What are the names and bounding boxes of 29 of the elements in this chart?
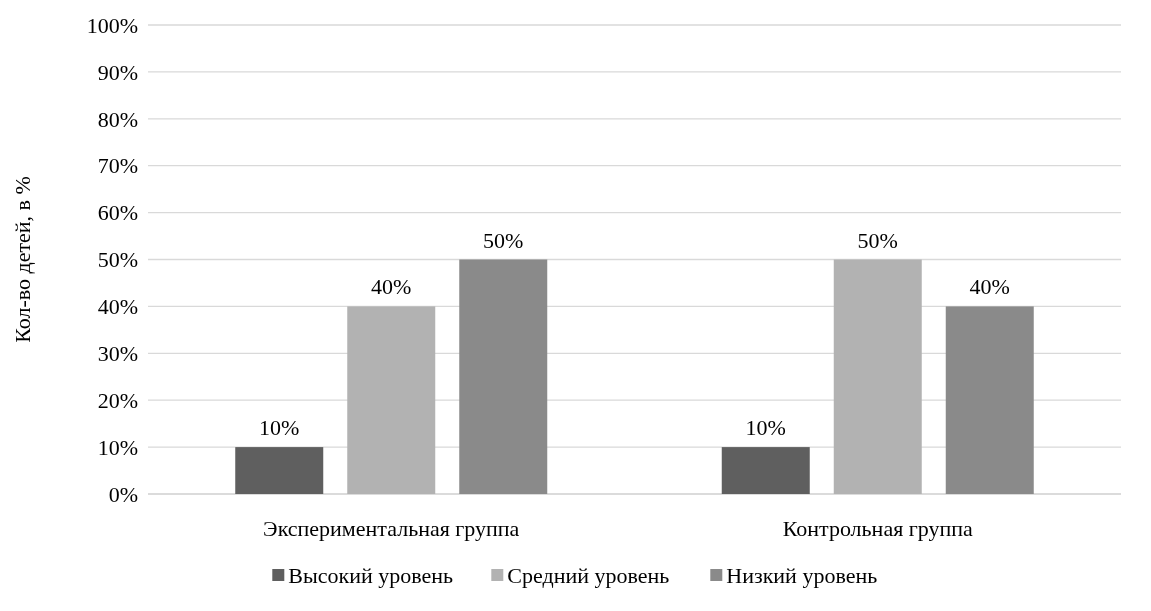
y-tick-label: 60% <box>97 200 138 226</box>
y-axis-title: Кол-во детей, в % <box>10 176 35 343</box>
legend-label: Низкий уровень <box>726 562 878 588</box>
data-label: 50% <box>857 227 898 253</box>
data-label: 10% <box>745 415 786 441</box>
y-tick-label: 70% <box>97 153 138 179</box>
x-tick-label: Экспериментальная группа <box>263 516 520 541</box>
y-tick-label: 10% <box>97 434 138 460</box>
y-tick-label: 20% <box>97 387 138 413</box>
x-tick-label: Контрольная группа <box>782 516 974 541</box>
legend-label: Средний уровень <box>507 562 670 588</box>
bar <box>347 306 436 494</box>
bar <box>721 447 810 494</box>
y-tick-label: 80% <box>97 106 138 132</box>
bar <box>945 306 1034 494</box>
y-tick-label: 0% <box>108 481 138 507</box>
data-label: 40% <box>371 274 412 300</box>
data-label: 40% <box>969 274 1010 300</box>
legend-label: Высокий уровень <box>288 562 454 588</box>
data-label: 10% <box>259 415 300 441</box>
bar <box>235 447 324 494</box>
bar <box>833 259 922 494</box>
y-tick-label: 100% <box>86 12 138 38</box>
y-tick-label: 40% <box>97 294 138 320</box>
bar <box>459 259 548 494</box>
data-label: 50% <box>483 227 524 253</box>
y-tick-label: 90% <box>97 59 138 85</box>
y-tick-label: 50% <box>97 247 138 273</box>
y-tick-label: 30% <box>97 341 138 366</box>
